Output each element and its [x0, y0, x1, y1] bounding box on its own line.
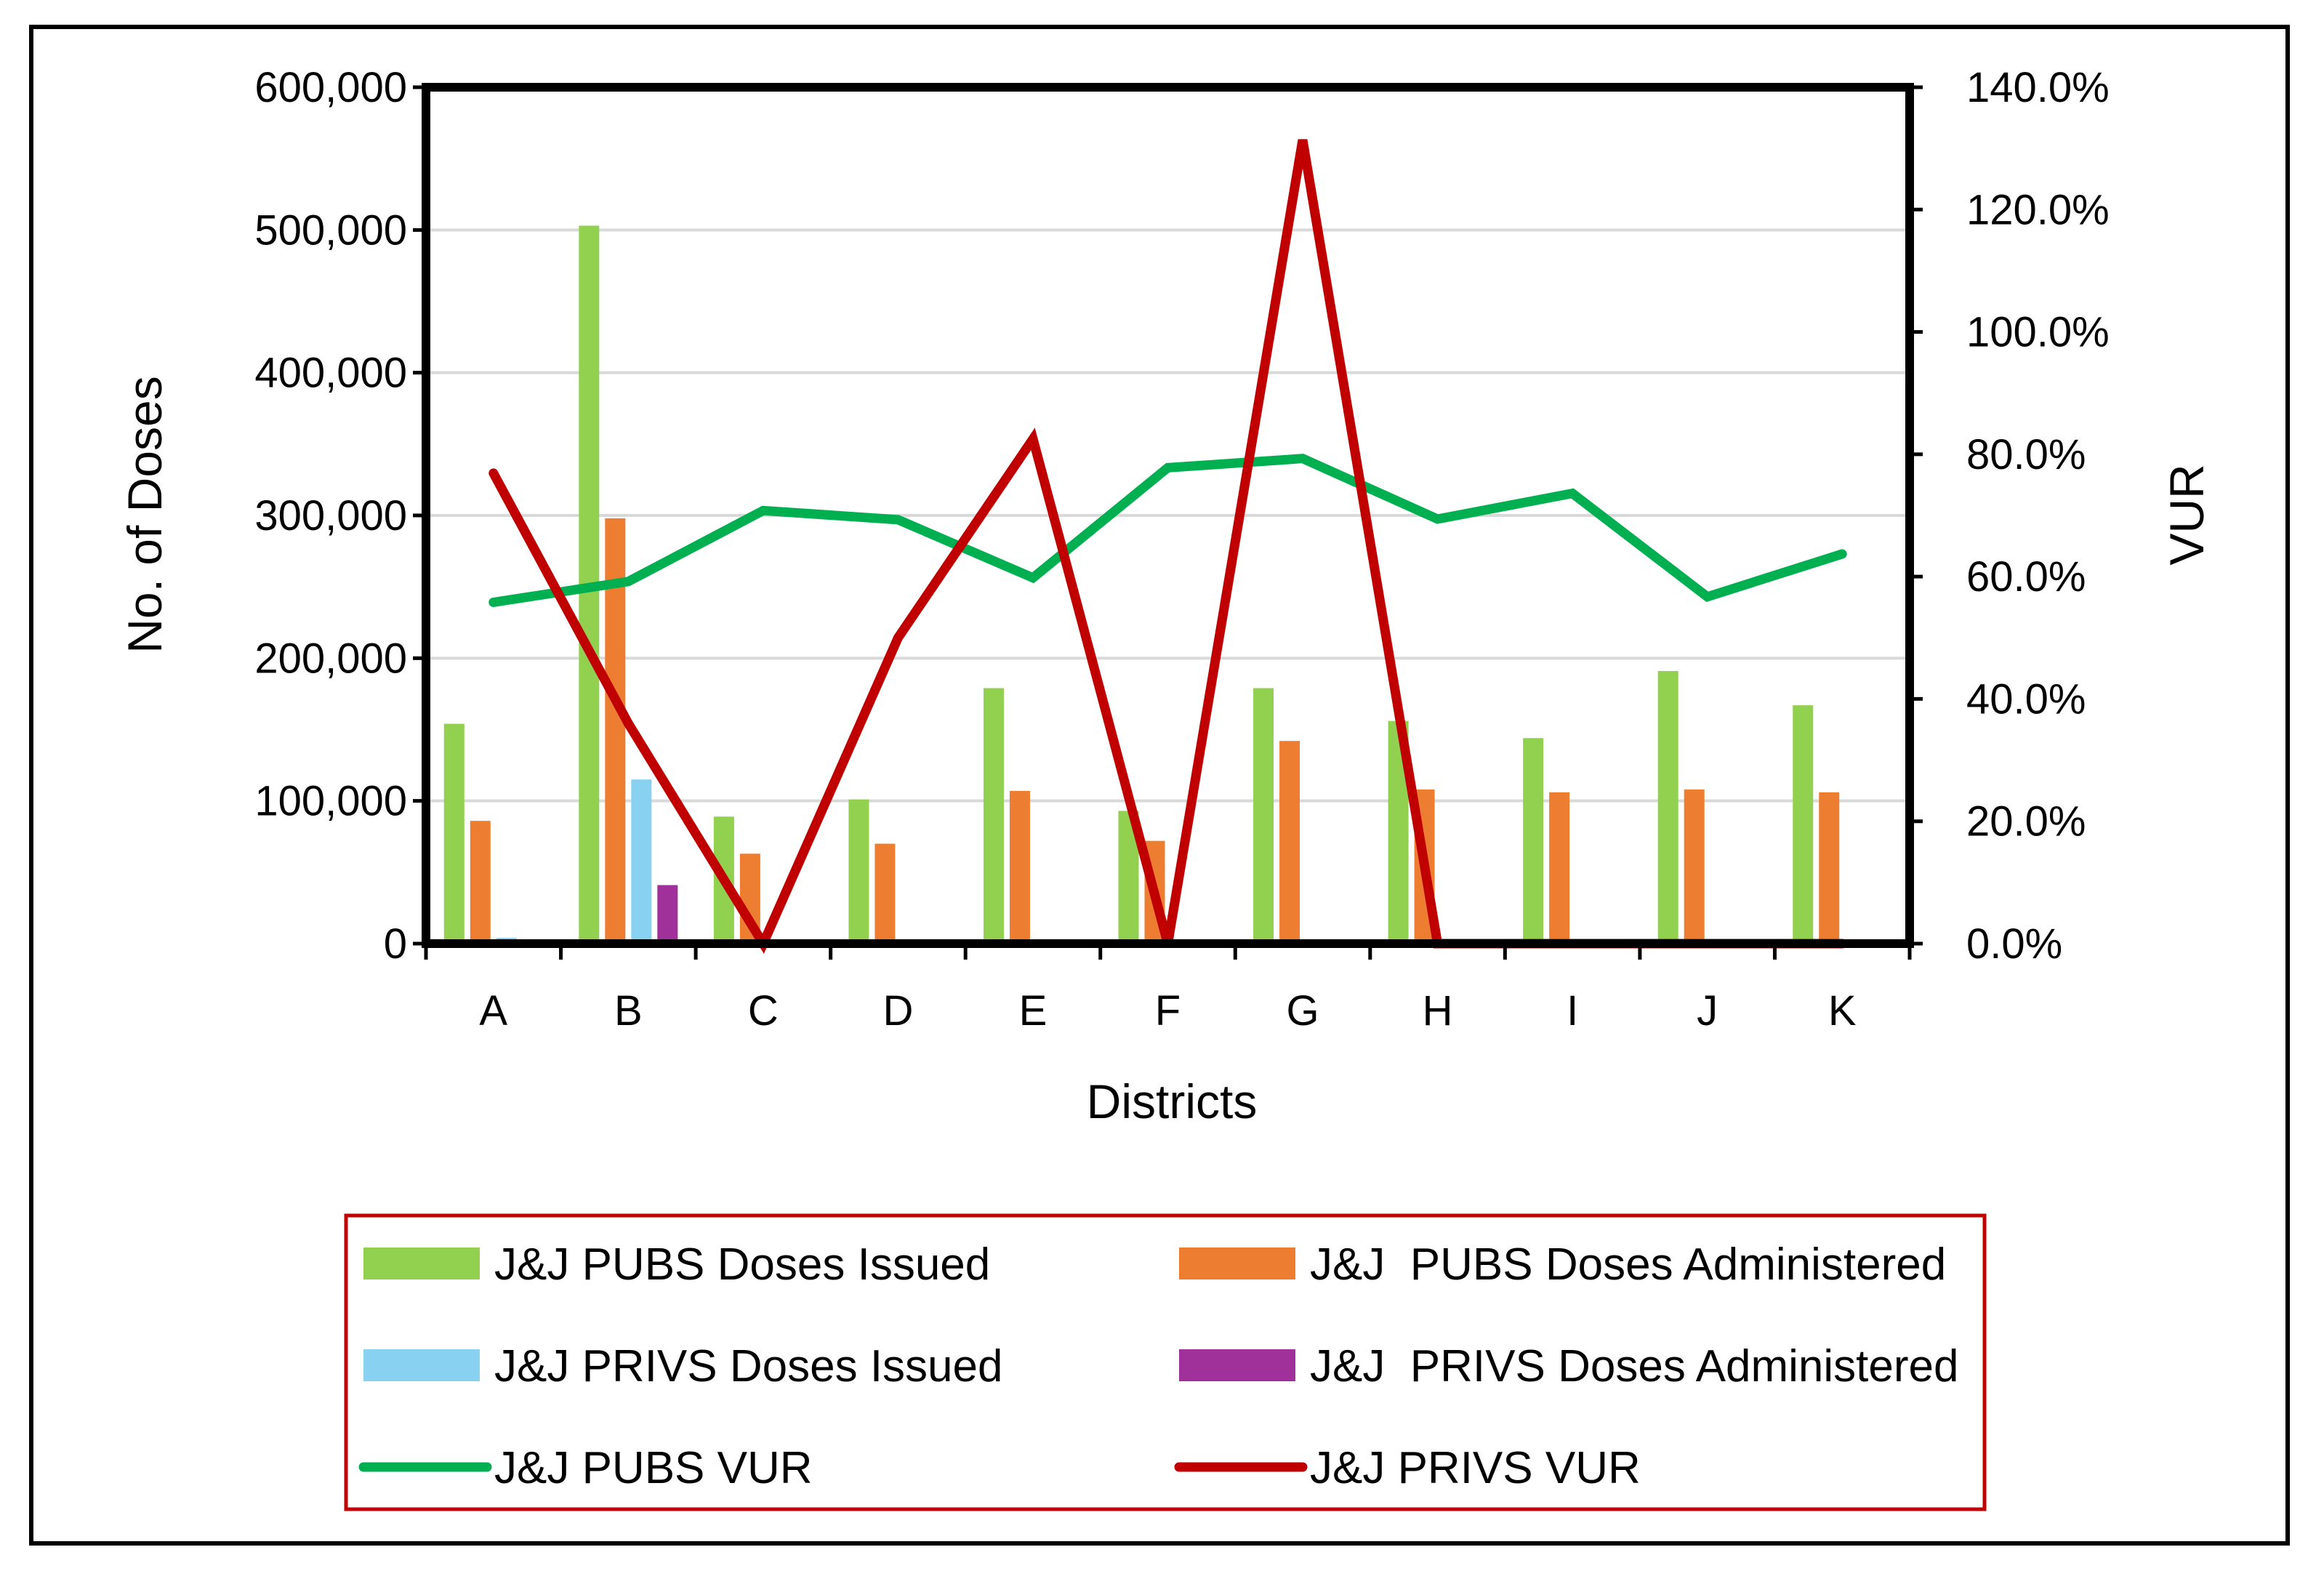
- y2-axis-title: VUR: [2160, 464, 2214, 565]
- y-tick-label: 500,000: [254, 206, 407, 254]
- bar: [1279, 741, 1300, 944]
- legend-box: [344, 1213, 1987, 1511]
- bar: [1793, 705, 1814, 944]
- legend-swatch: [1179, 1349, 1295, 1381]
- bar: [631, 779, 652, 944]
- y-tick-label: 100,000: [254, 778, 407, 825]
- legend: J&J PUBS Doses Issued J&J PUBS Doses Admi…: [344, 1213, 1987, 1511]
- y-tick-label: 0: [384, 920, 407, 968]
- x-tick-label: B: [614, 987, 643, 1034]
- y2-tick-label: 40.0%: [1966, 675, 2086, 723]
- bar: [1657, 671, 1678, 944]
- y-tick-label: 300,000: [254, 492, 407, 539]
- y2-tick-label: 100.0%: [1966, 309, 2110, 356]
- x-tick-label: D: [882, 987, 913, 1034]
- y-tick-label: 600,000: [254, 64, 407, 111]
- vur-lines: [488, 139, 1847, 954]
- x-tick-label: E: [1019, 987, 1048, 1034]
- y2-tick-label: 140.0%: [1966, 64, 2110, 111]
- y-tick-label: 200,000: [254, 635, 407, 682]
- y-tick-label: 400,000: [254, 350, 407, 397]
- legend-label: J&J PUBS VUR: [494, 1443, 813, 1493]
- x-tick-label: J: [1697, 987, 1718, 1034]
- x-tick-label: I: [1567, 987, 1578, 1034]
- legend-swatch: [363, 1349, 480, 1381]
- legend-swatch: [1179, 1247, 1295, 1279]
- legend-label: J&J PUBS Doses Issued: [494, 1240, 990, 1290]
- y2-tick-label: 120.0%: [1966, 186, 2110, 233]
- legend-label: J&J PRIVS Doses Administered: [1310, 1341, 1958, 1391]
- chart-frame: [29, 25, 2290, 1546]
- legend-swatch: [363, 1247, 480, 1279]
- plot-border: [422, 83, 1914, 948]
- bar: [1523, 738, 1544, 944]
- x-tick-label: K: [1828, 987, 1857, 1034]
- x-tick-label: C: [748, 987, 779, 1034]
- y2-tick-label: 60.0%: [1966, 553, 2086, 600]
- x-tick-label: G: [1286, 987, 1319, 1034]
- bar: [1819, 792, 1840, 944]
- bar: [657, 885, 678, 944]
- bar: [848, 799, 869, 944]
- bar: [1684, 789, 1705, 944]
- bar: [1009, 790, 1030, 944]
- x-tick-label: H: [1423, 987, 1453, 1034]
- bar: [443, 723, 465, 944]
- axes: [413, 83, 1923, 960]
- y2-tick-label: 80.0%: [1966, 431, 2086, 478]
- bar: [1253, 688, 1274, 944]
- bar: [983, 688, 1004, 944]
- legend-label: J&J PUBS Doses Administered: [1310, 1240, 1946, 1290]
- x-tick-label: F: [1155, 987, 1181, 1034]
- x-axis-title: Districts: [1087, 1074, 1258, 1128]
- legend-label: J&J PRIVS Doses Issued: [494, 1341, 1003, 1391]
- bar: [874, 843, 896, 944]
- x-tick-label: A: [479, 987, 507, 1034]
- y2-tick-label: 0.0%: [1966, 920, 2062, 968]
- y-axis-title: No. of Doses: [118, 376, 172, 654]
- series-line: [488, 454, 1847, 607]
- y2-tick-label: 20.0%: [1966, 798, 2086, 845]
- tick-labels: 0 100,000 200,000 300,000 400,000 500,000 600,…: [254, 64, 2109, 1034]
- bar: [1549, 792, 1570, 944]
- legend-label: J&J PRIVS VUR: [1310, 1443, 1641, 1493]
- bar: [470, 821, 491, 944]
